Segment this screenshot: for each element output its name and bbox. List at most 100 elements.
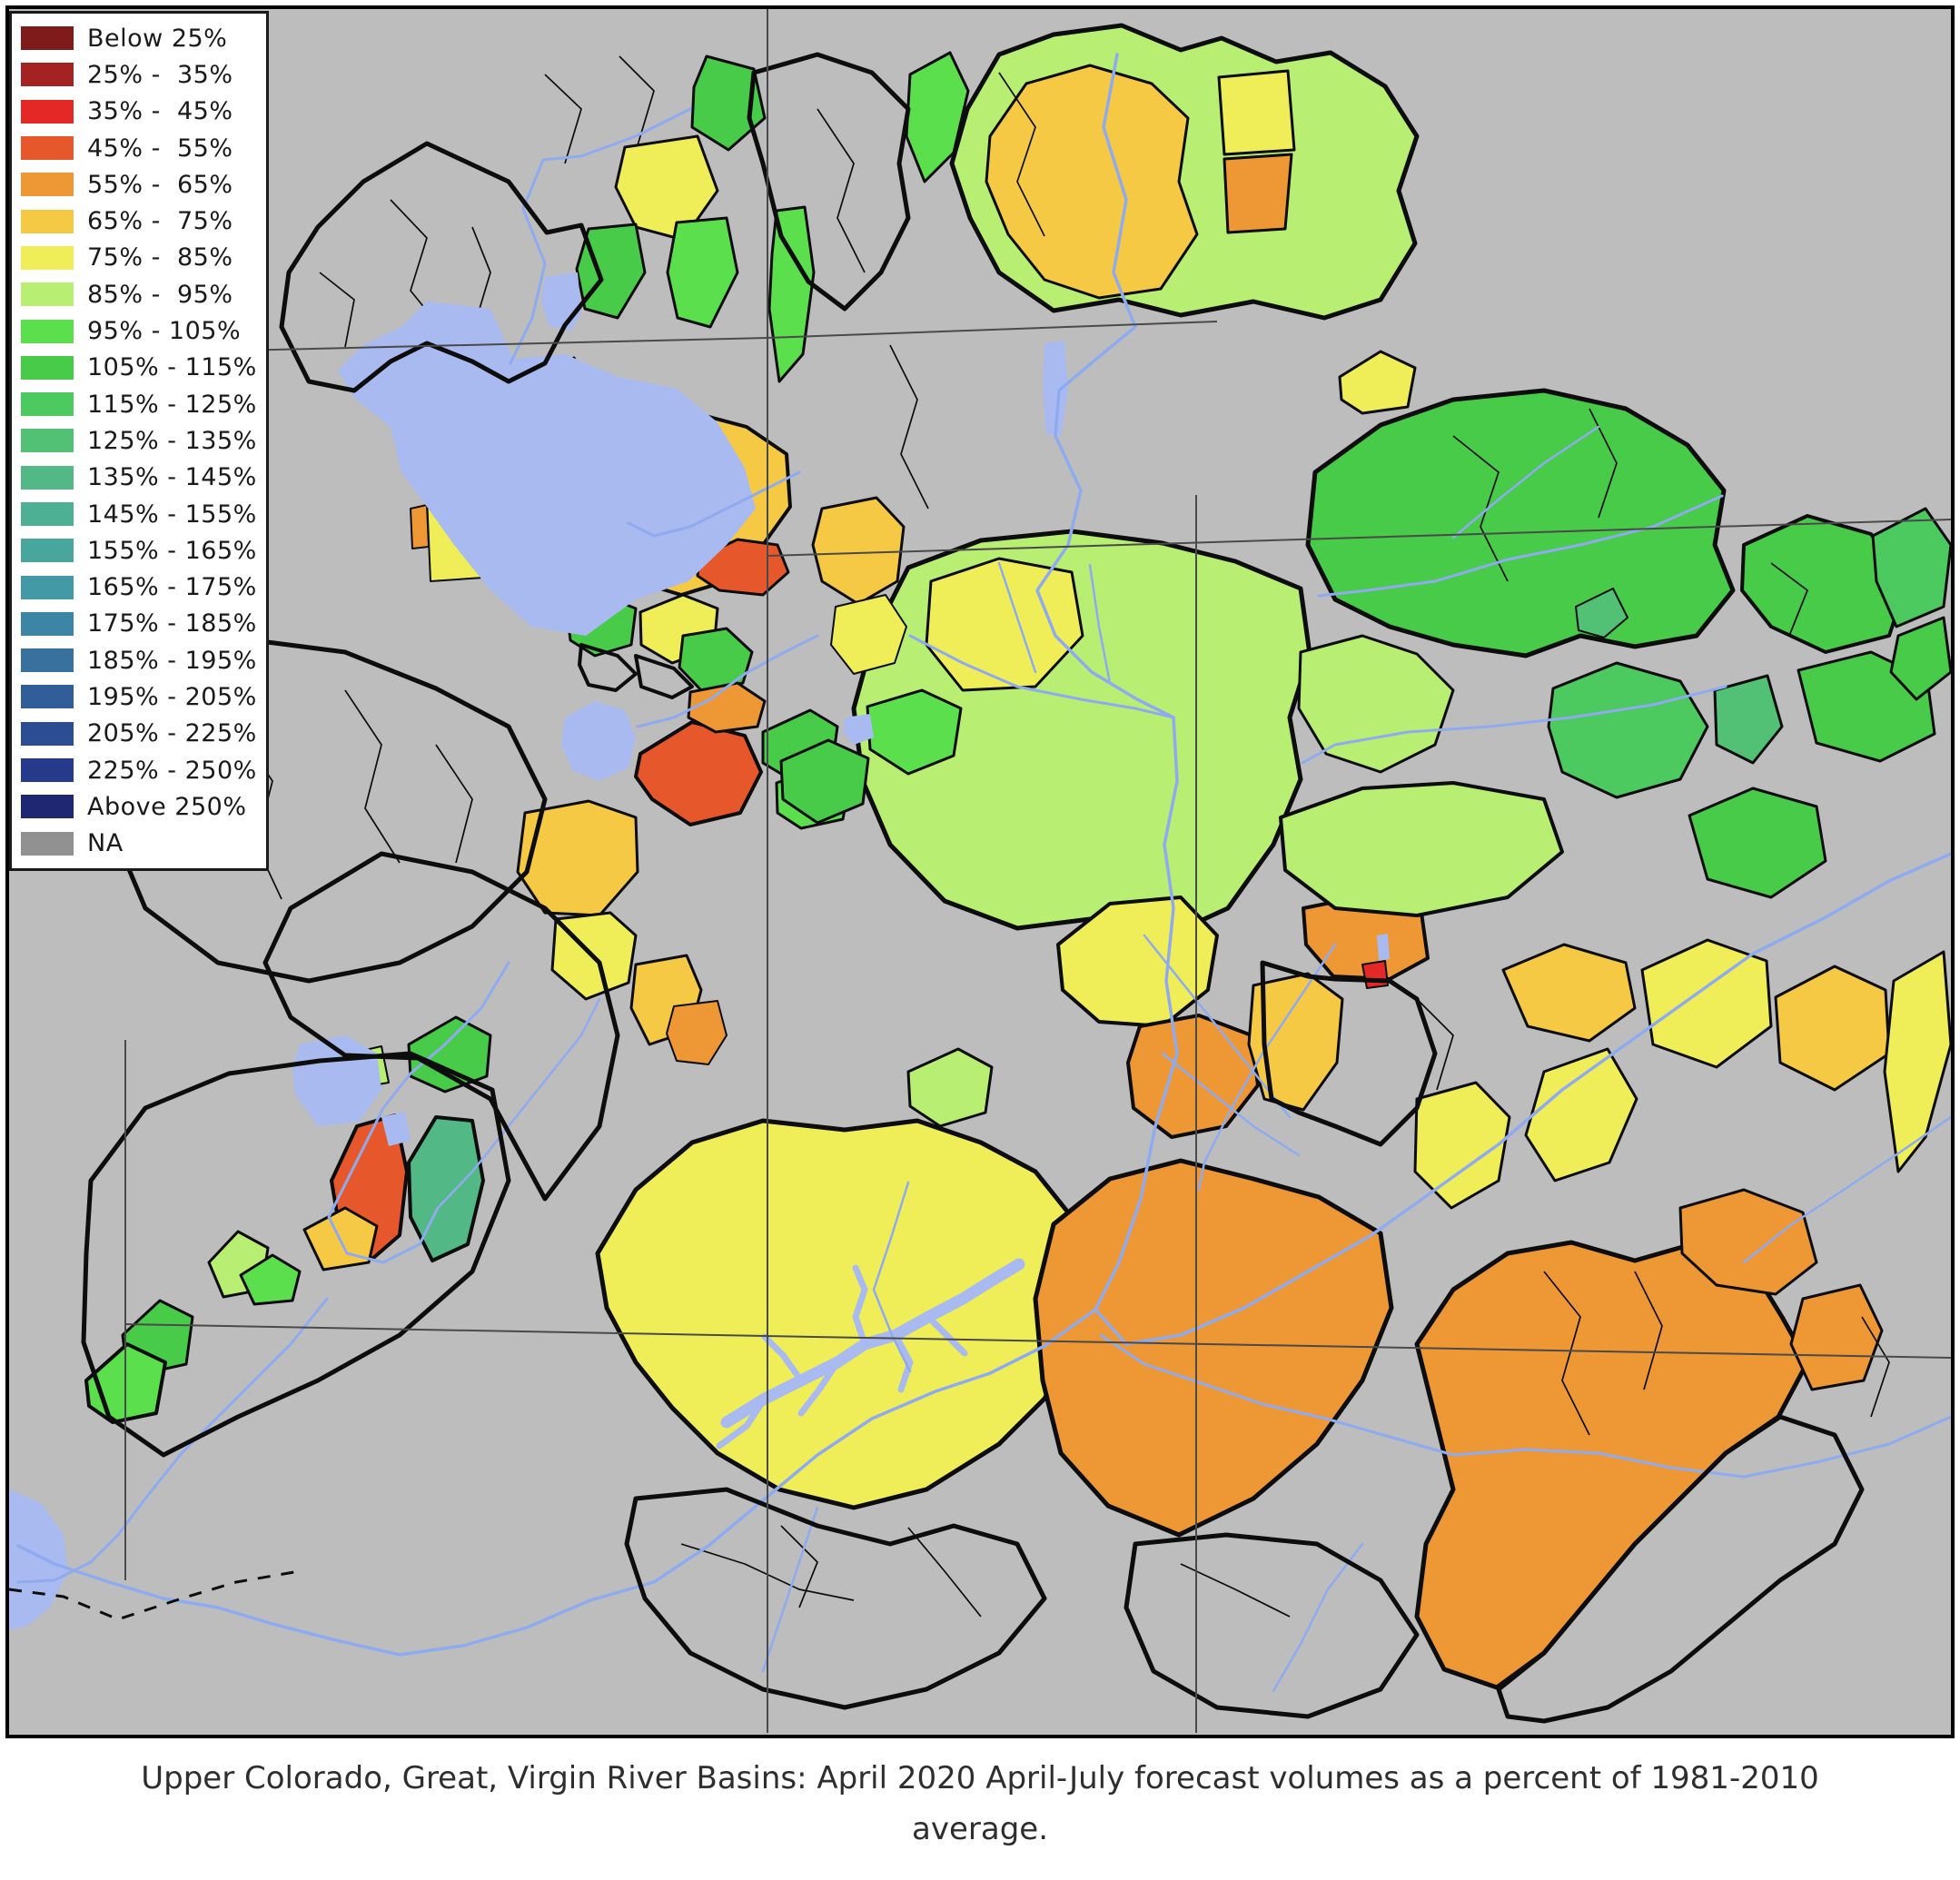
basin-beaver-green [407, 1015, 492, 1093]
basin-capitol-red-small [1361, 960, 1389, 989]
river-colorado-river-lower [16, 1308, 1097, 1657]
basin-currant-green [866, 688, 963, 776]
legend-swatch-19 [21, 685, 74, 709]
outline-bear-river-basin [279, 141, 604, 393]
legend-swatch-7 [21, 245, 74, 270]
lake-powell-arm-6 [716, 1395, 768, 1450]
lakes-layer [9, 272, 1390, 1630]
basin-uinta-yellow-band [925, 557, 1084, 692]
subbasin-boundary-12 [619, 55, 655, 146]
legend-swatch-17 [21, 611, 74, 636]
subbasin-boundary-6 [435, 744, 473, 864]
lake-joes-valley-reservoir [1377, 934, 1390, 961]
outline-west-desert-basin [104, 633, 548, 984]
legend-swatch-12 [21, 429, 74, 453]
lake-powell-arm-4 [925, 1313, 968, 1357]
legend-swatch-9 [21, 319, 74, 343]
basin-piceance-green-1 [1547, 661, 1709, 799]
basin-yampa-green [1305, 388, 1736, 658]
reservoir-arms-layer [716, 1258, 1025, 1450]
legend-label-11: 115% - 125% [87, 390, 257, 419]
subbasin-boundary-13 [817, 108, 866, 273]
legend-row-22: Above 250% [21, 788, 262, 825]
state-boundary-dashed [8, 1569, 301, 1621]
river-virgin-river [16, 1297, 329, 1584]
basin-bear-green-1 [575, 223, 647, 320]
subbasin-boundary-11 [544, 74, 582, 164]
basin-piceance-green-2 [1688, 787, 1827, 899]
lake-powell-main [720, 1258, 1025, 1429]
legend-row-17: 175% - 185% [21, 606, 262, 642]
river-san-juan-river [1099, 1333, 1953, 1479]
outline-virgin-basin [81, 1051, 511, 1458]
lake-utah-lake [561, 701, 636, 781]
legend-row-13: 135% - 145% [21, 460, 262, 496]
legend-row-8: 85% - 95% [21, 276, 262, 312]
legend-swatch-4 [21, 136, 74, 161]
outline-slc-knot-2 [634, 654, 694, 699]
major-basin-outlines [81, 52, 1865, 1724]
legend-row-9: 95% - 105% [21, 312, 262, 349]
outline-blacks-fork-basin [747, 52, 911, 312]
legend-label-13: 135% - 145% [87, 463, 257, 492]
legend-label-3: 35% - 45% [87, 97, 233, 126]
river-chinle-wash [1272, 1542, 1364, 1693]
river-duchesne-river [908, 634, 1175, 719]
map-caption: Upper Colorado, Great, Virgin River Basi… [0, 1753, 1960, 1855]
legend-swatch-2 [21, 63, 74, 87]
legend-swatch-5 [21, 173, 74, 197]
lake-powell-arm-2 [852, 1264, 868, 1348]
legend-label-15: 155% - 165% [87, 536, 257, 565]
legend-swatch-22 [21, 795, 74, 819]
basin-nw-green-sliver [905, 51, 970, 183]
basin-dolores-yellow [1524, 1047, 1638, 1182]
legend-label-5: 55% - 65% [87, 170, 233, 199]
river-yampa-river [1317, 494, 1724, 598]
subbasin-boundary-8 [907, 1527, 982, 1618]
river-sevier-river [327, 961, 510, 1264]
legend-label-12: 125% - 135% [87, 426, 257, 455]
graticule-parallel-2 [767, 519, 1952, 557]
subbasin-boundary-16 [1634, 1271, 1663, 1390]
basin-east-yellow-orange-1 [1501, 943, 1637, 1043]
basin-sw-teal [407, 1115, 485, 1262]
legend-label-23: NA [87, 829, 124, 858]
legend-swatch-20 [21, 721, 74, 746]
legend-swatch-21 [21, 758, 74, 783]
legend-row-2: 25% - 35% [21, 56, 262, 93]
basin-price-yellow [1056, 895, 1219, 1028]
subbasin-boundary-7 [680, 1543, 855, 1601]
outline-price-gray-basin [1260, 960, 1438, 1147]
basin-upper-green-west [985, 64, 1199, 300]
legend-label-1: Below 25% [87, 24, 228, 53]
river-fremont-river [1197, 943, 1337, 1192]
legend-swatch-6 [21, 209, 74, 233]
basin-fish-lake-light-green [906, 1047, 994, 1128]
legend-row-16: 165% - 175% [21, 569, 262, 605]
legend-swatch-16 [21, 575, 74, 599]
river-green-river-upper [1035, 53, 1175, 719]
rivers-layer [16, 53, 1953, 1693]
graticule-parallel-3 [124, 1323, 1952, 1359]
legend-row-20: 205% - 225% [21, 716, 262, 752]
basin-san-juan-e-lobe [1789, 1283, 1884, 1391]
legend-rows: Below 25% 25% - 35% 35% - 45% 45% - 55% 55% … [21, 20, 262, 862]
basin-kamas-yellow [830, 594, 907, 675]
basin-ne-orange-notch [1223, 153, 1293, 234]
basin-forecast-map [5, 5, 1955, 1738]
outline-slc-knot-1 [578, 643, 638, 692]
basin-east-yellow-1 [1640, 938, 1773, 1069]
legend-row-3: 35% - 45% [21, 94, 262, 130]
lake-small-lake-sw [381, 1112, 411, 1146]
legend-label-17: 175% - 185% [87, 609, 257, 638]
legend-label-18: 185% - 195% [87, 646, 257, 675]
legend-swatch-3 [21, 99, 74, 124]
river-sevier-river-upper [436, 997, 601, 1210]
legend-row-18: 185% - 195% [21, 642, 262, 678]
basin-mcelmo-yellow [1413, 1081, 1511, 1210]
lake-powell-arm-1 [761, 1333, 805, 1384]
legend-label-20: 205% - 225% [87, 719, 257, 748]
river-dolores-river [1742, 1115, 1953, 1264]
legend-swatch-14 [21, 502, 74, 526]
river-bear-river [509, 107, 692, 365]
